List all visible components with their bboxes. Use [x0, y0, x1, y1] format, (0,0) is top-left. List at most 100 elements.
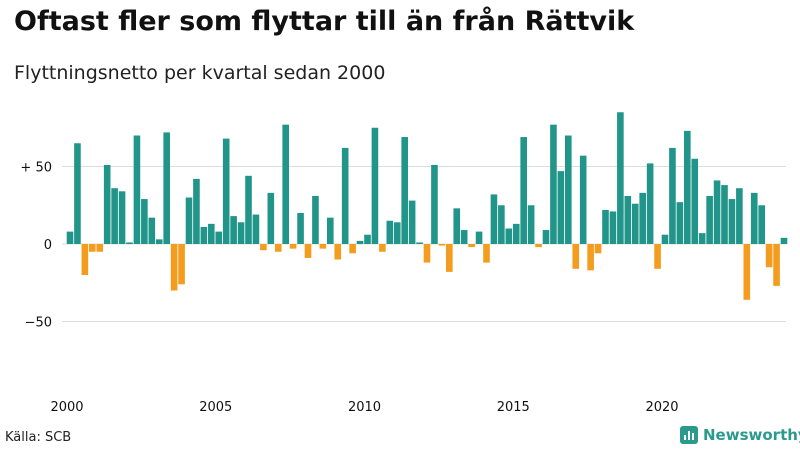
bar: [379, 244, 386, 252]
bar: [617, 112, 624, 244]
bar: [460, 230, 468, 244]
bar: [267, 192, 275, 244]
bar: [237, 222, 245, 244]
bar: [446, 244, 453, 272]
bar: [527, 205, 535, 244]
bar: [200, 226, 208, 244]
bar: [260, 244, 267, 251]
bar: [386, 220, 394, 244]
bar: [706, 195, 713, 244]
bar: [356, 240, 364, 244]
bar: [475, 231, 483, 244]
bar: [304, 244, 312, 258]
bar: [289, 244, 297, 249]
newsworthy-logo-icon: [680, 426, 698, 444]
bar: [74, 143, 81, 244]
bar: [341, 147, 349, 244]
bar: [111, 188, 118, 244]
bar: [334, 244, 342, 260]
bar: [118, 191, 126, 244]
chart-title: Oftast fler som flyttar till än från Rät…: [14, 6, 635, 37]
bar: [631, 203, 639, 244]
bar: [490, 194, 498, 244]
bar: [81, 244, 89, 275]
bar: [594, 244, 602, 254]
bar: [520, 137, 527, 244]
bar: [349, 244, 356, 254]
bar: [773, 244, 780, 286]
bar: [698, 233, 706, 244]
bar: [750, 192, 758, 244]
bar: [557, 171, 565, 244]
bar: [758, 205, 765, 244]
bar: [393, 222, 401, 244]
bar: [371, 127, 379, 244]
bar: [274, 244, 282, 252]
bar: [669, 147, 676, 244]
bar: [684, 130, 691, 244]
bar: [133, 135, 141, 244]
bar: [215, 231, 223, 244]
bar: [126, 242, 133, 244]
bar: [89, 244, 96, 252]
bar: [654, 244, 661, 269]
bar: [408, 200, 416, 244]
bar: [498, 205, 505, 244]
bar: [364, 234, 371, 244]
bar: [66, 231, 74, 244]
bar: [282, 124, 289, 244]
bar: [468, 244, 475, 248]
bar: [222, 138, 230, 244]
bar: [639, 192, 646, 244]
bar: [542, 230, 550, 244]
bar: [148, 217, 156, 244]
bar: [721, 185, 728, 244]
bar: [416, 242, 423, 244]
bar: [550, 124, 557, 244]
bar: [327, 217, 334, 244]
bar: [319, 244, 327, 249]
bar: [728, 199, 736, 244]
bar: [661, 234, 669, 244]
y-tick-label: + 50: [20, 161, 52, 176]
bar: [602, 209, 609, 244]
bar: [178, 244, 185, 285]
bar: [505, 228, 513, 244]
bar: [565, 135, 572, 244]
bar: [141, 199, 148, 244]
bar: [185, 197, 193, 244]
bar: [96, 244, 104, 252]
bar: [170, 244, 178, 291]
bar: [193, 178, 200, 244]
bar: [579, 155, 587, 244]
bar: [512, 223, 520, 244]
bar: [535, 244, 542, 248]
x-tick-label: 2005: [199, 400, 232, 415]
bar: [624, 195, 632, 244]
y-tick-label: 0: [44, 238, 52, 253]
x-tick-label: 2000: [50, 400, 83, 415]
bar: [401, 137, 408, 244]
brand-logo: Newsworthy: [680, 426, 800, 444]
x-tick-label: 2020: [645, 400, 678, 415]
brand-name: Newsworthy: [703, 426, 800, 444]
y-tick-label: −50: [25, 316, 52, 331]
bar: [208, 223, 215, 244]
bar: [163, 132, 170, 244]
bar: [713, 180, 721, 244]
bar: [646, 163, 654, 244]
bar: [103, 164, 111, 244]
bar: [230, 216, 237, 244]
source-label: Källa: SCB: [5, 430, 72, 445]
bar: [245, 175, 252, 244]
bar: [736, 188, 743, 244]
bar: [743, 244, 751, 300]
bar: [453, 208, 461, 244]
bar: [691, 158, 699, 244]
bar: [438, 244, 446, 246]
bar: [483, 244, 490, 263]
bar: [765, 244, 773, 268]
bar: [609, 211, 617, 244]
bar: [252, 214, 260, 244]
